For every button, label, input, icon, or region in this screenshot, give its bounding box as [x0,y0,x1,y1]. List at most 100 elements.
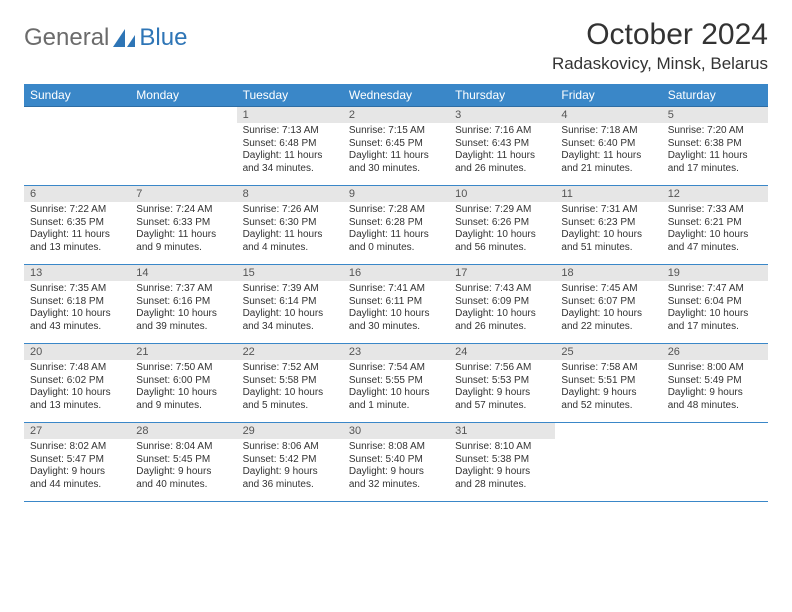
sunset-text: Sunset: 6:26 PM [455,217,549,230]
sunset-text: Sunset: 5:49 PM [668,375,762,388]
sunrise-text: Sunrise: 7:48 AM [30,362,124,375]
day-body: Sunrise: 8:08 AMSunset: 5:40 PMDaylight:… [343,439,449,495]
sunset-text: Sunset: 5:45 PM [136,454,230,467]
sunrise-text: Sunrise: 7:28 AM [349,204,443,217]
logo: General Blue [24,18,187,52]
day-number: 16 [343,265,449,281]
day-body: Sunrise: 7:16 AMSunset: 6:43 PMDaylight:… [449,123,555,179]
calendar-cell: 15Sunrise: 7:39 AMSunset: 6:14 PMDayligh… [237,265,343,343]
day-header-saturday: Saturday [662,84,768,106]
calendar-cell [662,423,768,501]
day-body: Sunrise: 8:06 AMSunset: 5:42 PMDaylight:… [237,439,343,495]
day-body: Sunrise: 7:20 AMSunset: 6:38 PMDaylight:… [662,123,768,179]
sail-icon [111,27,137,49]
daylight-text: and 5 minutes. [243,400,337,413]
calendar-cell: 20Sunrise: 7:48 AMSunset: 6:02 PMDayligh… [24,344,130,422]
day-header-wednesday: Wednesday [343,84,449,106]
calendar-page: General Blue October 2024 Radaskovicy, M… [0,0,792,520]
daylight-text: Daylight: 10 hours [136,387,230,400]
day-body: Sunrise: 7:47 AMSunset: 6:04 PMDaylight:… [662,281,768,337]
daylight-text: and 17 minutes. [668,163,762,176]
day-body: Sunrise: 7:26 AMSunset: 6:30 PMDaylight:… [237,202,343,258]
calendar-cell: 23Sunrise: 7:54 AMSunset: 5:55 PMDayligh… [343,344,449,422]
sunset-text: Sunset: 6:23 PM [561,217,655,230]
calendar-cell: 24Sunrise: 7:56 AMSunset: 5:53 PMDayligh… [449,344,555,422]
calendar-cell: 7Sunrise: 7:24 AMSunset: 6:33 PMDaylight… [130,186,236,264]
day-body: Sunrise: 7:39 AMSunset: 6:14 PMDaylight:… [237,281,343,337]
daylight-text: and 13 minutes. [30,400,124,413]
sunrise-text: Sunrise: 7:33 AM [668,204,762,217]
sunset-text: Sunset: 5:58 PM [243,375,337,388]
day-number: 12 [662,186,768,202]
daylight-text: and 1 minute. [349,400,443,413]
daylight-text: and 30 minutes. [349,163,443,176]
sunrise-text: Sunrise: 7:16 AM [455,125,549,138]
day-body: Sunrise: 7:50 AMSunset: 6:00 PMDaylight:… [130,360,236,416]
sunset-text: Sunset: 6:45 PM [349,138,443,151]
daylight-text: Daylight: 11 hours [455,150,549,163]
calendar-week: 20Sunrise: 7:48 AMSunset: 6:02 PMDayligh… [24,344,768,423]
day-body: Sunrise: 7:15 AMSunset: 6:45 PMDaylight:… [343,123,449,179]
sunrise-text: Sunrise: 7:58 AM [561,362,655,375]
day-number: 13 [24,265,130,281]
calendar-cell: 25Sunrise: 7:58 AMSunset: 5:51 PMDayligh… [555,344,661,422]
daylight-text: and 26 minutes. [455,321,549,334]
day-number: 7 [130,186,236,202]
location-label: Radaskovicy, Minsk, Belarus [552,54,768,74]
sunset-text: Sunset: 5:42 PM [243,454,337,467]
month-title: October 2024 [552,18,768,52]
day-number: 2 [343,107,449,123]
day-body: Sunrise: 8:10 AMSunset: 5:38 PMDaylight:… [449,439,555,495]
daylight-text: Daylight: 11 hours [243,229,337,242]
daylight-text: and 57 minutes. [455,400,549,413]
sunset-text: Sunset: 6:43 PM [455,138,549,151]
day-body: Sunrise: 7:41 AMSunset: 6:11 PMDaylight:… [343,281,449,337]
day-number: 15 [237,265,343,281]
sunrise-text: Sunrise: 7:50 AM [136,362,230,375]
daylight-text: and 56 minutes. [455,242,549,255]
day-header-thursday: Thursday [449,84,555,106]
day-body: Sunrise: 7:33 AMSunset: 6:21 PMDaylight:… [662,202,768,258]
day-body: Sunrise: 8:04 AMSunset: 5:45 PMDaylight:… [130,439,236,495]
calendar-week: 13Sunrise: 7:35 AMSunset: 6:18 PMDayligh… [24,265,768,344]
calendar-cell: 12Sunrise: 7:33 AMSunset: 6:21 PMDayligh… [662,186,768,264]
sunset-text: Sunset: 6:09 PM [455,296,549,309]
sunset-text: Sunset: 5:40 PM [349,454,443,467]
day-number: 24 [449,344,555,360]
daylight-text: Daylight: 10 hours [136,308,230,321]
day-number: 1 [237,107,343,123]
daylight-text: and 32 minutes. [349,479,443,492]
daylight-text: Daylight: 10 hours [349,387,443,400]
daylight-text: Daylight: 9 hours [561,387,655,400]
daylight-text: and 51 minutes. [561,242,655,255]
calendar-cell: 30Sunrise: 8:08 AMSunset: 5:40 PMDayligh… [343,423,449,501]
day-body: Sunrise: 7:35 AMSunset: 6:18 PMDaylight:… [24,281,130,337]
day-body: Sunrise: 7:37 AMSunset: 6:16 PMDaylight:… [130,281,236,337]
day-number: 8 [237,186,343,202]
sunrise-text: Sunrise: 8:00 AM [668,362,762,375]
sunset-text: Sunset: 6:02 PM [30,375,124,388]
calendar-cell: 1Sunrise: 7:13 AMSunset: 6:48 PMDaylight… [237,107,343,185]
day-body: Sunrise: 7:22 AMSunset: 6:35 PMDaylight:… [24,202,130,258]
sunrise-text: Sunrise: 8:06 AM [243,441,337,454]
sunset-text: Sunset: 6:28 PM [349,217,443,230]
daylight-text: and 26 minutes. [455,163,549,176]
sunset-text: Sunset: 5:55 PM [349,375,443,388]
sunset-text: Sunset: 6:11 PM [349,296,443,309]
day-header-monday: Monday [130,84,236,106]
daylight-text: and 9 minutes. [136,242,230,255]
day-number: 28 [130,423,236,439]
day-body: Sunrise: 7:54 AMSunset: 5:55 PMDaylight:… [343,360,449,416]
daylight-text: and 22 minutes. [561,321,655,334]
daylight-text: Daylight: 11 hours [349,150,443,163]
calendar-cell: 11Sunrise: 7:31 AMSunset: 6:23 PMDayligh… [555,186,661,264]
sunset-text: Sunset: 6:30 PM [243,217,337,230]
daylight-text: Daylight: 11 hours [136,229,230,242]
calendar-week: 6Sunrise: 7:22 AMSunset: 6:35 PMDaylight… [24,186,768,265]
daylight-text: and 13 minutes. [30,242,124,255]
day-number: 31 [449,423,555,439]
day-header-tuesday: Tuesday [237,84,343,106]
calendar-cell: 5Sunrise: 7:20 AMSunset: 6:38 PMDaylight… [662,107,768,185]
daylight-text: Daylight: 9 hours [455,466,549,479]
day-number: 30 [343,423,449,439]
